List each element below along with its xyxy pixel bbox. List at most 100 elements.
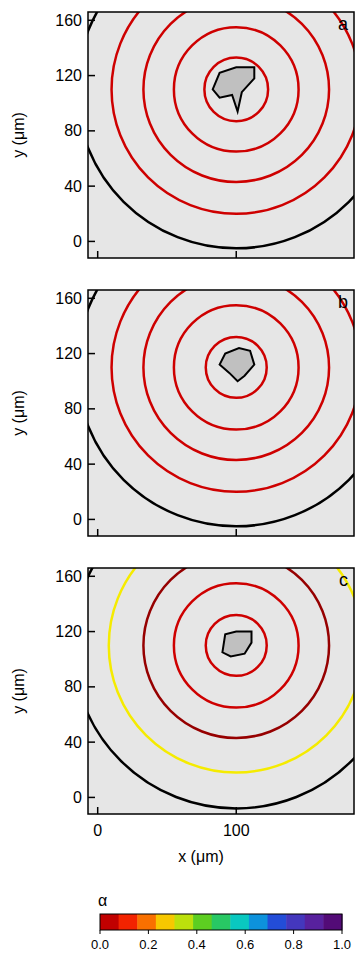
particle-outline bbox=[220, 348, 255, 381]
x-axis-title: x (μm) bbox=[178, 848, 224, 865]
ring bbox=[204, 58, 268, 122]
y-tick-label: 120 bbox=[55, 67, 82, 84]
panel: 0 40 80 120 160 y (μm) a bbox=[10, 0, 358, 258]
colorbar-swatch bbox=[249, 914, 268, 930]
colorbar-tick bbox=[245, 930, 246, 934]
colorbar-title: α bbox=[98, 892, 107, 909]
y-tick-label: 80 bbox=[64, 122, 82, 139]
x-tick bbox=[97, 529, 99, 536]
panel-label: c bbox=[339, 570, 348, 590]
colorbar-swatch bbox=[193, 914, 212, 930]
ring bbox=[143, 12, 329, 182]
plot-frame bbox=[88, 568, 354, 814]
colorbar: α 0.0 0.2 0.4 0.6 0.8 1.0 bbox=[91, 892, 351, 952]
y-tick bbox=[88, 75, 95, 77]
ring bbox=[143, 568, 329, 738]
colorbar-swatch bbox=[119, 914, 138, 930]
y-tick-label: 40 bbox=[64, 456, 82, 473]
plot-frame bbox=[88, 12, 354, 258]
colorbar-swatch bbox=[230, 914, 249, 930]
marks bbox=[88, 290, 354, 526]
y-tick bbox=[88, 130, 95, 132]
boundary-circle bbox=[88, 290, 354, 526]
x-tick-label: 0 bbox=[93, 822, 102, 839]
colorbar-tick-label: 0.2 bbox=[139, 937, 157, 952]
ring bbox=[112, 290, 354, 492]
ring bbox=[112, 12, 354, 214]
y-tick-label: 80 bbox=[64, 678, 82, 695]
ring bbox=[143, 290, 329, 460]
y-tick bbox=[88, 463, 95, 465]
panel-label: a bbox=[338, 14, 349, 34]
colorbar-tick bbox=[342, 930, 343, 934]
colorbar-swatch bbox=[156, 914, 175, 930]
colorbar-tick-label: 0.8 bbox=[285, 937, 303, 952]
y-tick bbox=[88, 241, 95, 243]
colorbar-tick-label: 0.0 bbox=[91, 937, 109, 952]
colorbar-tick-label: 0.6 bbox=[236, 937, 254, 952]
panel: 0 40 80 120 160 y (μm) b bbox=[10, 208, 358, 536]
y-tick bbox=[88, 631, 95, 633]
y-tick bbox=[88, 519, 95, 521]
y-tick-label: 160 bbox=[55, 568, 82, 585]
y-tick-label: 120 bbox=[55, 345, 82, 362]
y-tick-label: 0 bbox=[73, 789, 82, 806]
y-tick-label: 40 bbox=[64, 178, 82, 195]
marks bbox=[88, 12, 354, 248]
colorbar-tick-label: 1.0 bbox=[333, 937, 351, 952]
y-tick-label: 0 bbox=[73, 233, 82, 250]
y-tick bbox=[88, 408, 95, 410]
x-tick bbox=[97, 251, 99, 258]
boundary-circle bbox=[88, 12, 354, 248]
y-axis-title: y (μm) bbox=[10, 668, 27, 714]
y-axis-title: y (μm) bbox=[10, 112, 27, 158]
x-tick bbox=[235, 807, 237, 814]
colorbar-tick bbox=[196, 930, 197, 934]
colorbar-frame bbox=[100, 914, 342, 930]
y-tick-label: 80 bbox=[64, 400, 82, 417]
colorbar-tick-label: 0.4 bbox=[188, 937, 206, 952]
panel: 0 40 80 120 160 0 100 y (μm) x (μm) c bbox=[10, 482, 358, 865]
y-tick-label: 0 bbox=[73, 511, 82, 528]
ring bbox=[109, 568, 354, 773]
colorbar-tick bbox=[293, 930, 294, 934]
y-tick-label: 160 bbox=[55, 290, 82, 307]
y-tick-label: 160 bbox=[55, 12, 82, 29]
colorbar-swatch bbox=[268, 914, 287, 930]
colorbar-tick bbox=[100, 930, 101, 934]
ring bbox=[174, 305, 299, 429]
colorbar-swatch bbox=[174, 914, 193, 930]
ring bbox=[174, 27, 299, 151]
figure: 0 40 80 120 160 y (μm) a 0 40 80 120 160 y (μm) b 0 40 8… bbox=[0, 0, 358, 970]
particle-outline bbox=[222, 632, 251, 657]
marks bbox=[88, 568, 354, 808]
x-tick-label: 100 bbox=[223, 822, 250, 839]
colorbar-swatch bbox=[323, 914, 342, 930]
y-tick bbox=[88, 185, 95, 187]
colorbar-swatch bbox=[137, 914, 156, 930]
y-tick bbox=[88, 298, 95, 300]
x-tick bbox=[235, 529, 237, 536]
colorbar-swatch bbox=[100, 914, 119, 930]
y-tick-label: 40 bbox=[64, 734, 82, 751]
boundary-circle bbox=[88, 568, 354, 808]
y-tick bbox=[88, 686, 95, 688]
y-axis-title: y (μm) bbox=[10, 390, 27, 436]
plot-frame bbox=[88, 290, 354, 536]
y-tick bbox=[88, 20, 95, 22]
y-tick bbox=[88, 797, 95, 799]
plot-background bbox=[88, 290, 354, 536]
x-tick bbox=[97, 807, 99, 814]
plot-background bbox=[88, 568, 354, 814]
colorbar-swatch bbox=[286, 914, 305, 930]
plot-background bbox=[88, 12, 354, 258]
colorbar-tick bbox=[148, 930, 149, 934]
colorbar-swatch bbox=[305, 914, 324, 930]
y-tick-label: 120 bbox=[55, 623, 82, 640]
particle-outline bbox=[213, 67, 255, 111]
y-tick bbox=[88, 353, 95, 355]
ring bbox=[206, 337, 267, 398]
y-tick bbox=[88, 741, 95, 743]
panel-label: b bbox=[338, 292, 348, 312]
x-tick bbox=[235, 251, 237, 258]
